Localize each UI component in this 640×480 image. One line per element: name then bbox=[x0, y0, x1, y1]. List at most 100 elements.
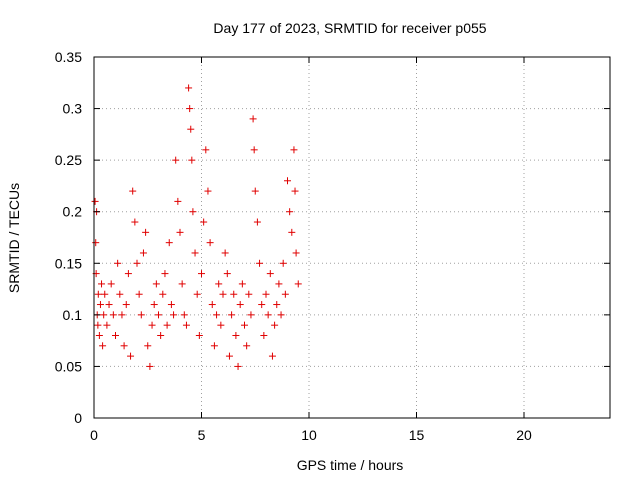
x-tick-label: 20 bbox=[516, 427, 532, 443]
data-point bbox=[144, 342, 152, 350]
data-point bbox=[234, 362, 242, 370]
data-point bbox=[271, 321, 279, 329]
y-tick-label: 0.1 bbox=[63, 307, 83, 323]
grid-lines bbox=[94, 57, 610, 418]
data-point bbox=[133, 259, 141, 267]
data-point bbox=[159, 290, 167, 298]
data-point bbox=[185, 84, 193, 92]
data-point bbox=[213, 311, 221, 319]
data-point bbox=[92, 239, 100, 247]
data-point bbox=[94, 290, 102, 298]
y-tick-label: 0.2 bbox=[63, 204, 83, 220]
data-point bbox=[137, 311, 145, 319]
data-point bbox=[135, 290, 143, 298]
data-point bbox=[182, 321, 190, 329]
x-tick-labels: 0 5 10 15 20 bbox=[90, 427, 532, 443]
data-point bbox=[127, 352, 135, 360]
data-point bbox=[230, 290, 238, 298]
data-point bbox=[260, 331, 268, 339]
data-point bbox=[116, 290, 124, 298]
data-point bbox=[103, 321, 111, 329]
data-point bbox=[188, 156, 196, 164]
y-tick-label: 0.35 bbox=[55, 49, 82, 65]
data-point bbox=[112, 331, 119, 339]
data-point bbox=[150, 301, 158, 309]
data-point bbox=[294, 280, 302, 288]
x-tick-label: 0 bbox=[90, 427, 98, 443]
data-point bbox=[279, 259, 287, 267]
data-point bbox=[105, 301, 113, 309]
data-point bbox=[101, 290, 109, 298]
data-point bbox=[131, 218, 139, 226]
data-point bbox=[288, 228, 296, 236]
data-point bbox=[202, 146, 210, 154]
data-point bbox=[155, 311, 162, 319]
data-point bbox=[223, 270, 231, 278]
data-point bbox=[122, 301, 130, 309]
data-point bbox=[118, 311, 126, 319]
data-point bbox=[176, 228, 184, 236]
data-point bbox=[277, 311, 285, 319]
data-point bbox=[148, 321, 156, 329]
data-point bbox=[241, 321, 248, 329]
data-point bbox=[249, 115, 257, 123]
data-point bbox=[109, 311, 117, 319]
data-point bbox=[284, 177, 291, 185]
data-point bbox=[100, 311, 108, 319]
y-tick-label: 0.15 bbox=[55, 255, 82, 271]
data-point bbox=[172, 156, 180, 164]
chart-title: Day 177 of 2023, SRMTID for receiver p05… bbox=[213, 20, 486, 36]
data-point bbox=[275, 280, 283, 288]
data-point bbox=[107, 280, 115, 288]
y-tick-labels: 0 0.05 0.1 0.15 0.2 0.25 0.3 0.35 bbox=[55, 49, 82, 426]
data-point bbox=[204, 187, 212, 195]
data-point bbox=[262, 290, 270, 298]
data-point bbox=[219, 290, 227, 298]
y-tick-label: 0.05 bbox=[55, 358, 82, 374]
y-tick-label: 0.3 bbox=[63, 101, 83, 117]
data-point bbox=[215, 280, 223, 288]
data-point bbox=[256, 259, 264, 267]
data-point bbox=[95, 331, 103, 339]
data-point bbox=[96, 301, 104, 309]
data-point bbox=[232, 331, 240, 339]
x-tick-label: 15 bbox=[409, 427, 425, 443]
data-point bbox=[281, 290, 289, 298]
data-point bbox=[187, 125, 195, 133]
data-point bbox=[165, 239, 173, 247]
data-point bbox=[286, 208, 294, 216]
data-point bbox=[186, 105, 194, 113]
data-point bbox=[250, 146, 258, 154]
x-tick-label: 5 bbox=[198, 427, 206, 443]
data-point bbox=[195, 331, 203, 339]
data-point bbox=[120, 342, 128, 350]
data-point bbox=[180, 311, 188, 319]
data-point bbox=[290, 146, 298, 154]
data-point bbox=[206, 239, 214, 247]
y-tick-label: 0 bbox=[74, 410, 82, 426]
data-point bbox=[152, 280, 160, 288]
data-point bbox=[124, 270, 132, 278]
data-point bbox=[129, 187, 137, 195]
data-point bbox=[243, 342, 251, 350]
data-point bbox=[174, 197, 182, 205]
data-point bbox=[247, 311, 255, 319]
data-point bbox=[98, 280, 106, 288]
data-point bbox=[200, 218, 208, 226]
data-point bbox=[167, 301, 175, 309]
data-point bbox=[291, 187, 299, 195]
y-tick-label: 0.25 bbox=[55, 152, 82, 168]
data-point bbox=[91, 197, 99, 205]
data-point bbox=[99, 342, 107, 350]
plot-frame bbox=[93, 56, 611, 419]
data-point bbox=[114, 259, 122, 267]
data-point bbox=[139, 249, 147, 257]
data-point bbox=[221, 249, 229, 257]
data-point bbox=[161, 270, 169, 278]
data-point bbox=[251, 187, 259, 195]
data-point bbox=[210, 342, 218, 350]
data-point bbox=[217, 321, 225, 329]
data-point bbox=[225, 352, 233, 360]
data-point bbox=[193, 290, 201, 298]
